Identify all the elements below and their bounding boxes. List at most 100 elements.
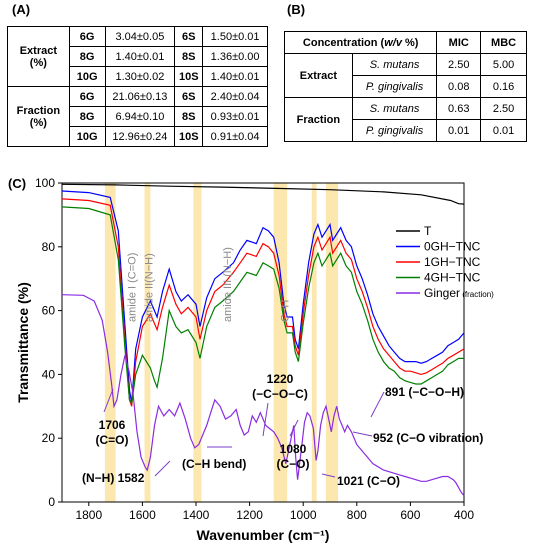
sample-cell: 6S xyxy=(174,26,204,47)
x-tick-label: 1400 xyxy=(183,508,210,522)
legend-label: 0GH−TNC xyxy=(424,240,481,254)
table-row: P. gingivalis 0.01 0.01 xyxy=(285,119,527,142)
y-tick-label: 100 xyxy=(35,176,55,190)
table-row: 10G 12.96±0.24 10S 0.91±0.04 xyxy=(8,126,268,147)
series-line-4 xyxy=(61,294,465,496)
mic-cell: 2.50 xyxy=(436,53,482,76)
sample-cell: 8S xyxy=(174,46,204,67)
mbc-cell: 5.00 xyxy=(480,53,527,76)
y-tick-label: 20 xyxy=(42,431,56,445)
mic-cell: 0.01 xyxy=(436,119,482,142)
table-row: Fraction (%) 6G 21.06±0.13 6S 2.40±0.04 xyxy=(7,86,268,147)
annotation-arrows xyxy=(103,388,385,478)
x-tick-label: 1800 xyxy=(75,508,102,522)
series-lines xyxy=(61,183,465,496)
mic-cell: 0.08 xyxy=(436,75,482,98)
arrow-952 xyxy=(352,431,373,437)
series-line-0 xyxy=(61,183,465,205)
peak-label-1582: (N−H) 1582 xyxy=(82,471,145,485)
ftir-chart: 1800 1600 1400 1200 1000 800 600 400 0 20 40 60 80 10… xyxy=(15,176,494,543)
value-cell: 1.40±0.01 xyxy=(104,46,176,67)
table-row: P. gingivalis 0.08 0.16 xyxy=(285,75,527,98)
value-cell: 1.36±0.00 xyxy=(202,46,268,67)
peak-label-1021: 1021 (C−O) xyxy=(337,474,400,488)
organism-cell: P. gingivalis xyxy=(351,119,438,142)
highlight-band xyxy=(311,183,317,502)
peak-label-1080b: (C−O) xyxy=(277,457,310,471)
arrow-1220 xyxy=(262,402,269,437)
peak-label-891: 891 (−C−O−H) xyxy=(385,385,464,399)
x-tick-label: 1600 xyxy=(129,508,156,522)
legend-label: T xyxy=(424,224,432,238)
value-cell: 21.06±0.13 xyxy=(104,86,176,107)
value-cell: 1.40±0.01 xyxy=(202,66,268,87)
peak-label-1706a: 1706 xyxy=(99,418,126,432)
legend-label: 4GH−TNC xyxy=(424,271,481,285)
x-tick-label: 400 xyxy=(454,508,474,522)
x-tick-label: 1200 xyxy=(236,508,263,522)
highlight-band xyxy=(325,183,339,502)
group-label-fraction: Fraction xyxy=(284,97,353,142)
sample-cell: 10S xyxy=(174,126,204,147)
plot-frame xyxy=(61,182,465,503)
highlight-band xyxy=(193,183,202,502)
highlight-band xyxy=(104,183,116,502)
sample-cell: 8G xyxy=(68,106,106,127)
header-concentration: Concentration (w/v %) xyxy=(283,31,438,54)
sample-cell: 10G xyxy=(68,126,106,147)
value-cell: 6.94±0.10 xyxy=(104,106,176,127)
yield-table: Extract (%) 6G 3.04±0.05 6S 1.50±0.01 8G … xyxy=(7,26,268,147)
legend-label: Ginger (fraction) xyxy=(424,286,494,300)
band-label: amide II(N−H) xyxy=(143,253,155,322)
peak-label-1220b: (−C−O−C) xyxy=(252,387,308,401)
highlight-band xyxy=(144,183,151,502)
series-line-1 xyxy=(61,190,465,404)
table-row: Extract S. mutans 2.50 5.00 xyxy=(284,53,527,98)
peak-label-952: 952 (C−O vibration) xyxy=(373,431,483,445)
value-cell: 1.50±0.01 xyxy=(202,26,268,47)
organism-cell: S. mutans xyxy=(351,97,438,120)
mbc-cell: 2.50 xyxy=(480,97,527,120)
sample-cell: 8S xyxy=(174,106,204,127)
header-mic: MIC xyxy=(436,31,482,54)
peak-label-1220a: 1220 xyxy=(267,372,294,386)
mic-cell: 0.63 xyxy=(436,97,482,120)
arrow-891 xyxy=(370,391,385,418)
legend-label: 1GH−TNC xyxy=(424,255,481,269)
table-row: 10G 1.30±0.02 10S 1.40±0.01 xyxy=(8,66,268,87)
sample-cell: 6S xyxy=(174,86,204,107)
value-cell: 0.91±0.04 xyxy=(202,126,268,147)
sample-cell: 6G xyxy=(68,86,106,107)
group-label-extract: Extract (%) xyxy=(7,26,70,87)
sample-cell: 10S xyxy=(174,66,204,87)
y-tick-label: 60 xyxy=(42,304,56,318)
sample-cell: 10G xyxy=(68,66,106,87)
arrow-1021 xyxy=(321,473,336,478)
table-header-row: Concentration (w/v %) MIC MBC xyxy=(283,31,527,54)
highlight-band xyxy=(273,183,288,502)
arrow-1706 xyxy=(103,388,114,413)
band-label: amide III (N−H) xyxy=(222,247,234,322)
mic-mbc-table: Concentration (w/v %) MIC MBC Extract S.… xyxy=(283,31,527,142)
panel-c-label: (C) xyxy=(8,176,27,191)
y-axis-label: Transmittance (%) xyxy=(15,282,31,403)
peak-annotations: 1706 (C=O) (N−H) 1582 (C−H bend) 1220 (−… xyxy=(82,372,483,488)
table-row: Extract (%) 6G 3.04±0.05 6S 1.50±0.01 xyxy=(7,26,268,87)
band-labels: amide I (C=O) amide II(N−H) amide III (N−H… xyxy=(127,247,292,322)
band-label: C−H xyxy=(279,300,291,322)
table-row: Fraction S. mutans 0.63 2.50 xyxy=(284,97,527,142)
sample-cell: 8G xyxy=(68,46,106,67)
axes: 1800 1600 1400 1200 1000 800 600 400 0 20 40 60 80 10… xyxy=(15,176,474,543)
organism-cell: P. gingivalis xyxy=(351,75,438,98)
x-tick-label: 800 xyxy=(347,508,367,522)
value-cell: 0.93±0.01 xyxy=(202,106,268,127)
y-tick-label: 80 xyxy=(42,240,56,254)
panel-a-label: (A) xyxy=(12,2,31,17)
organism-cell: S. mutans xyxy=(351,53,438,76)
value-cell: 12.96±0.24 xyxy=(104,126,176,147)
x-tick-label: 1000 xyxy=(290,508,317,522)
peak-label-ch-bend: (C−H bend) xyxy=(182,457,246,471)
mbc-cell: 0.16 xyxy=(480,75,527,98)
y-tick-label: 40 xyxy=(42,367,56,381)
